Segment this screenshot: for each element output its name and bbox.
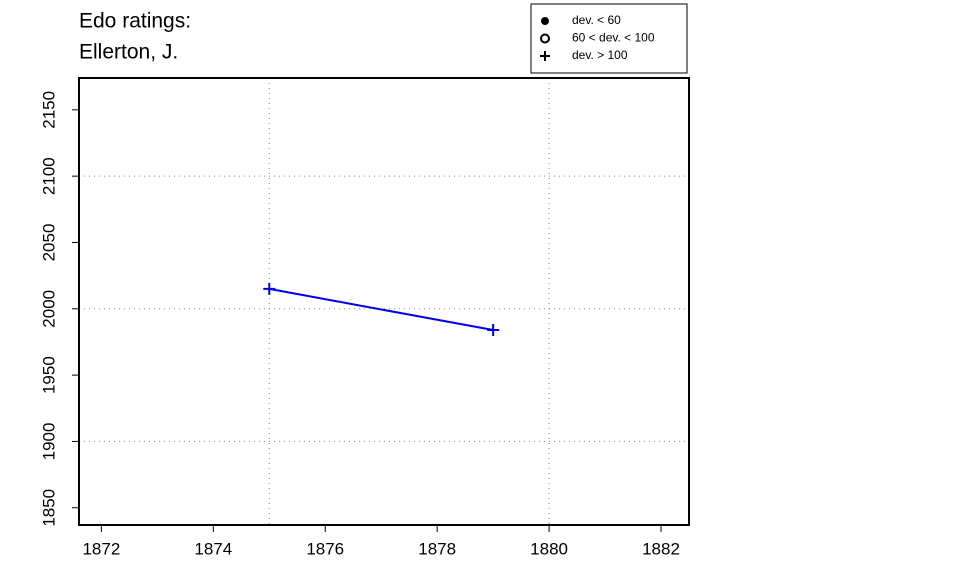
chart-subtitle: Ellerton, J.: [79, 41, 178, 64]
legend-label: dev. > 100: [572, 48, 628, 62]
x-tick-label: 1876: [306, 539, 344, 558]
plot-frame: [78, 77, 690, 526]
y-tick-label: 2150: [39, 91, 58, 129]
y-tick-label: 1950: [39, 356, 58, 394]
legend-box: [530, 3, 688, 74]
legend-marker: [541, 17, 549, 25]
y-tick-label: 2000: [39, 290, 58, 328]
y-tick-label: 2100: [39, 157, 58, 195]
legend-marker: [540, 33, 550, 44]
x-tick-label: 1872: [82, 539, 120, 558]
y-tick-label: 1850: [39, 489, 58, 527]
y-tick-label: 1900: [39, 423, 58, 461]
x-tick-label: 1882: [642, 539, 680, 558]
chart-title: Edo ratings:: [79, 10, 191, 33]
x-tick-label: 1874: [194, 539, 232, 558]
x-tick-label: 1880: [530, 539, 568, 558]
x-tick-label: 1878: [418, 539, 456, 558]
legend-label: dev. < 60: [572, 13, 621, 27]
marker: [487, 324, 500, 337]
legend-label: 60 < dev. < 100: [572, 31, 655, 45]
data-line: [269, 287, 494, 332]
marker: [263, 282, 276, 295]
y-tick-label: 2050: [39, 224, 58, 262]
legend-marker: [540, 51, 550, 61]
